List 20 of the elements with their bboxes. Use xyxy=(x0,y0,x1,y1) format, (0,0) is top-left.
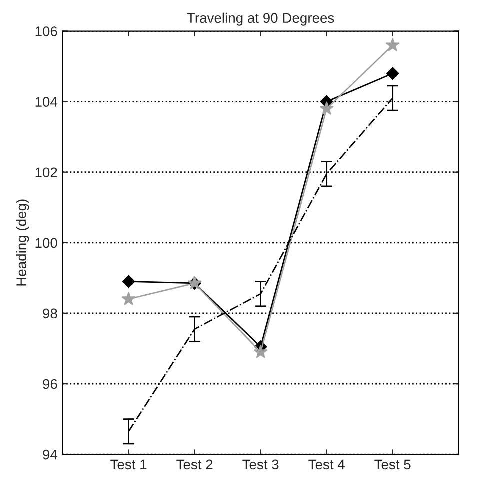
point xyxy=(386,38,400,52)
chart-title: Traveling at 90 Degrees xyxy=(187,12,334,26)
y-axis-title: Heading (deg) xyxy=(16,200,30,286)
x-tick-label: Test 3 xyxy=(242,460,279,470)
point xyxy=(122,292,136,306)
y-tick-label: 94 xyxy=(43,450,58,460)
y-tick-label: 98 xyxy=(43,308,58,319)
point xyxy=(320,101,334,116)
point xyxy=(386,67,400,80)
x-tick-label: Test 2 xyxy=(176,460,213,470)
y-tick-label: 104 xyxy=(36,97,58,107)
x-tick-label: Test 5 xyxy=(374,460,411,470)
x-tick-label: Test 4 xyxy=(308,460,345,470)
point xyxy=(254,344,268,358)
y-tick-label: 106 xyxy=(36,26,58,36)
x-tick-label: Test 1 xyxy=(110,460,147,470)
point xyxy=(122,275,136,288)
y-tick-label: 102 xyxy=(36,168,58,178)
y-tick-label: 96 xyxy=(43,379,58,390)
y-tick-label: 100 xyxy=(36,238,58,248)
